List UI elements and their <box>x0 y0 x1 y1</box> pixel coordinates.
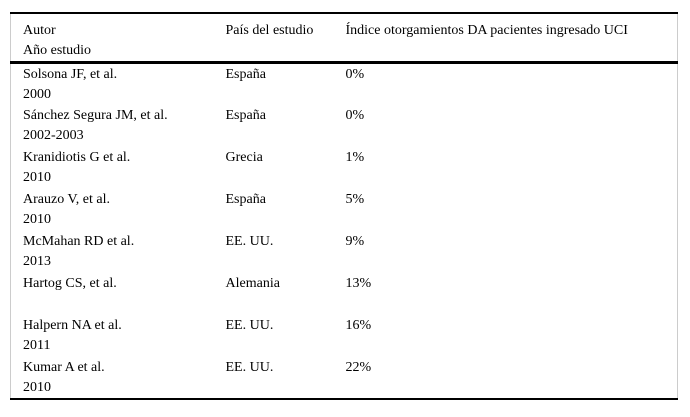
header-author-line1: Autor <box>23 23 56 38</box>
author-name: Sánchez Segura JM, et al. <box>23 108 168 123</box>
study-year: 2010 <box>23 380 51 395</box>
table-row: Solsona JF, et al. 2000 España 0% <box>11 63 678 106</box>
author-name: Kumar A et al. <box>23 360 105 375</box>
author-cell: Sánchez Segura JM, et al. 2002-2003 <box>11 105 214 147</box>
author-name: Hartog CS, et al. <box>23 276 117 291</box>
table-body: Solsona JF, et al. 2000 España 0% Sánche… <box>11 63 678 400</box>
author-cell: Solsona JF, et al. 2000 <box>11 63 214 106</box>
study-year: 2010 <box>23 170 51 185</box>
header-cell-author: Autor Año estudio <box>11 13 214 63</box>
study-year: 2000 <box>23 87 51 102</box>
country-cell: España <box>225 67 266 82</box>
author-name: McMahan RD et al. <box>23 234 135 249</box>
author-cell: Kranidiotis G et al. 2010 <box>11 147 214 189</box>
table-header: Autor Año estudio País del estudio Índic… <box>10 13 678 63</box>
index-cell: 22% <box>345 360 372 375</box>
index-cell: 0% <box>345 67 365 82</box>
index-cell: 9% <box>345 234 365 249</box>
index-cell: 0% <box>345 108 365 123</box>
author-name: Halpern NA et al. <box>23 318 122 333</box>
country-cell: EE. UU. <box>225 318 274 333</box>
table-row: Sánchez Segura JM, et al. 2002-2003 Espa… <box>11 105 678 147</box>
table-row: Halpern NA et al. 2011 EE. UU. 16% <box>11 315 678 357</box>
index-cell: 1% <box>345 150 365 165</box>
country-cell: EE. UU. <box>225 360 274 375</box>
study-year: 2011 <box>23 338 51 353</box>
studies-table: Autor Año estudio País del estudio Índic… <box>10 12 678 400</box>
study-year: 2010 <box>23 212 51 227</box>
header-cell-index: Índice otorgamientos DA pacientes ingres… <box>345 23 628 38</box>
author-cell: McMahan RD et al. 2013 <box>11 231 214 273</box>
author-cell: Halpern NA et al. 2011 <box>11 315 214 357</box>
country-cell: Alemania <box>225 276 280 291</box>
study-year <box>23 294 214 314</box>
table-row: Kumar A et al. 2010 EE. UU. 22% <box>11 357 678 399</box>
header-author-line2: Año estudio <box>23 43 92 58</box>
table-row: McMahan RD et al. 2013 EE. UU. 9% <box>11 231 678 273</box>
author-cell: Kumar A et al. 2010 <box>11 357 214 399</box>
author-name: Kranidiotis G et al. <box>23 150 131 165</box>
index-cell: 13% <box>345 276 372 291</box>
index-cell: 16% <box>345 318 372 333</box>
study-year: 2013 <box>23 254 51 269</box>
index-cell: 5% <box>345 192 365 207</box>
table-row: Arauzo V, et al. 2010 España 5% <box>11 189 678 231</box>
header-row: Autor Año estudio País del estudio Índic… <box>10 13 678 63</box>
table-row: Kranidiotis G et al. 2010 Grecia 1% <box>11 147 678 189</box>
author-cell: Arauzo V, et al. 2010 <box>11 189 214 231</box>
country-cell: España <box>225 108 266 123</box>
author-name: Arauzo V, et al. <box>23 192 110 207</box>
country-cell: EE. UU. <box>225 234 274 249</box>
study-year: 2002-2003 <box>23 128 84 143</box>
table-row: Hartog CS, et al. Alemania 13% <box>11 273 678 315</box>
author-name: Solsona JF, et al. <box>23 67 118 82</box>
header-cell-country: País del estudio <box>225 23 314 38</box>
author-cell: Hartog CS, et al. <box>11 273 214 315</box>
country-cell: Grecia <box>225 150 263 165</box>
country-cell: España <box>225 192 266 207</box>
